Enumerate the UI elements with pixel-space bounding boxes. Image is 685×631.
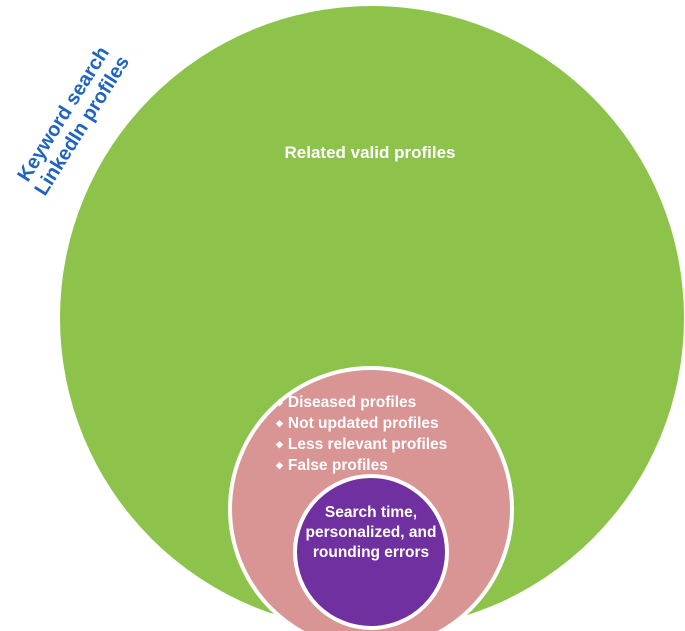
list-item: ◆ Not updated profiles: [276, 415, 439, 432]
list-item: ◆ Less relevant profiles: [276, 436, 448, 453]
middle-circle-list: ◆ Diseased profiles ◆ Not updated profiles…: [276, 392, 447, 476]
inner-circle-label: Search time, personalized, and rounding …: [305, 504, 437, 561]
inner-circle-errors: [293, 474, 449, 630]
outer-circle-related-valid-profiles: [60, 6, 684, 630]
diamond-icon: ◆: [276, 397, 283, 407]
outer-circle-label: Related valid profiles: [284, 143, 456, 162]
diamond-icon: ◆: [276, 439, 283, 449]
diamond-icon: ◆: [276, 418, 283, 428]
list-item: ◆ False profiles: [276, 457, 388, 474]
list-item: ◆ Diseased profiles: [276, 394, 417, 411]
diamond-icon: ◆: [276, 460, 283, 470]
